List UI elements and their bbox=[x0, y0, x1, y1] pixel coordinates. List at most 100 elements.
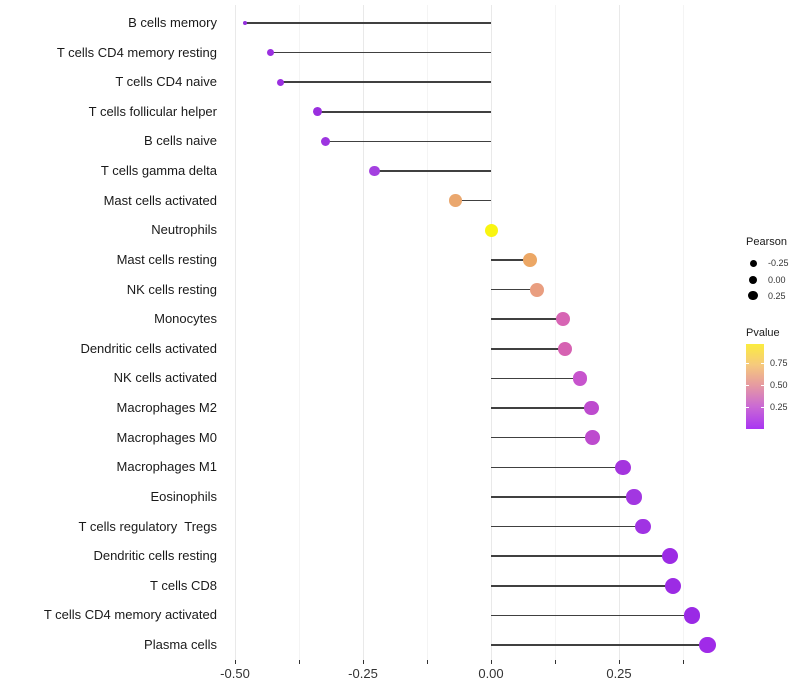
pearson-legend-dot bbox=[748, 290, 758, 301]
lollipop-stem bbox=[491, 288, 538, 291]
x-axis-tick bbox=[618, 660, 620, 664]
gridline-minor bbox=[298, 5, 300, 660]
pearson-legend-title: Pearson bbox=[746, 236, 787, 248]
lollipop-stem bbox=[491, 377, 581, 380]
lollipop-dot bbox=[522, 253, 537, 267]
x-axis-tick bbox=[554, 660, 556, 664]
category-label: T cells regulatory Tregs bbox=[78, 518, 217, 534]
lollipop-stem bbox=[491, 348, 566, 350]
gridline-minor bbox=[554, 5, 556, 660]
lollipop-dot bbox=[626, 489, 642, 505]
lollipop-dot bbox=[683, 607, 700, 624]
lollipop-stem bbox=[491, 407, 592, 409]
category-label: T cells gamma delta bbox=[100, 163, 217, 179]
category-label: NK cells activated bbox=[113, 370, 217, 386]
category-label: B cells memory bbox=[128, 15, 217, 30]
pvalue-legend-title: Pvalue bbox=[746, 327, 780, 339]
lollipop-stem bbox=[244, 22, 491, 24]
lollipop-dot bbox=[558, 341, 573, 356]
x-axis-tick bbox=[362, 660, 364, 664]
lollipop-stem bbox=[491, 525, 644, 528]
x-axis-tick-label: -0.25 bbox=[348, 666, 378, 681]
category-label: Monocytes bbox=[154, 311, 217, 327]
category-label: Neutrophils bbox=[151, 222, 217, 238]
pvalue-tick-label: 0.25 bbox=[770, 402, 788, 412]
x-axis-tick bbox=[490, 660, 492, 664]
lollipop-stem bbox=[491, 259, 530, 261]
category-label: T cells CD4 memory activated bbox=[43, 607, 217, 623]
category-label: Mast cells activated bbox=[103, 192, 217, 208]
category-label: Macrophages M0 bbox=[116, 429, 217, 445]
category-label: B cells naive bbox=[144, 133, 217, 149]
lollipop-stem bbox=[455, 199, 491, 202]
lollipop-dot bbox=[585, 430, 601, 446]
category-label: T cells CD4 memory resting bbox=[56, 44, 217, 60]
lollipop-dot bbox=[242, 21, 247, 25]
gridline-major bbox=[362, 5, 364, 660]
lollipop-dot bbox=[615, 459, 631, 475]
pearson-legend-label: 0.25 bbox=[768, 290, 786, 301]
category-label: Macrophages M1 bbox=[116, 459, 217, 475]
lollipop-dot bbox=[584, 400, 600, 416]
pvalue-colorbar-tick bbox=[746, 407, 749, 408]
lollipop-stem bbox=[317, 111, 491, 113]
lollipop-dot bbox=[320, 136, 330, 147]
x-axis-tick-label: 0.00 bbox=[478, 666, 504, 681]
pvalue-tick-label: 0.75 bbox=[770, 358, 788, 368]
category-label: Eosinophils bbox=[150, 488, 218, 504]
lollipop-stem bbox=[491, 436, 593, 439]
lollipop-dot bbox=[313, 107, 323, 117]
gridline-major bbox=[234, 5, 236, 660]
lollipop-stem bbox=[491, 496, 634, 498]
lollipop-stem bbox=[491, 644, 708, 646]
lollipop-dot bbox=[369, 165, 381, 177]
lollipop-dot bbox=[530, 282, 545, 297]
category-label: T cells follicular helper bbox=[88, 103, 217, 119]
x-axis-tick bbox=[234, 660, 236, 664]
lollipop-dot bbox=[556, 311, 571, 327]
lollipop-stem bbox=[491, 614, 692, 617]
lollipop-dot bbox=[699, 636, 716, 654]
lollipop-stem bbox=[491, 585, 674, 587]
category-label: T cells CD8 bbox=[150, 577, 217, 593]
pvalue-colorbar-tick bbox=[761, 363, 764, 364]
pvalue-colorbar-tick bbox=[761, 385, 764, 386]
lollipop-stem bbox=[270, 51, 491, 54]
lollipop-stem bbox=[491, 555, 671, 557]
pearson-legend-dot bbox=[749, 259, 757, 267]
gridline-minor bbox=[682, 5, 684, 660]
lollipop-stem bbox=[280, 81, 491, 83]
lollipop-dot bbox=[484, 223, 499, 237]
category-label: Mast cells resting bbox=[116, 251, 217, 267]
pvalue-colorbar-tick bbox=[761, 407, 764, 408]
x-axis-tick-label: -0.50 bbox=[220, 666, 250, 681]
lollipop-dot bbox=[267, 49, 275, 57]
pearson-legend-dot bbox=[749, 275, 757, 284]
lollipop-stem bbox=[491, 466, 624, 469]
lollipop-dot bbox=[635, 518, 651, 535]
pvalue-colorbar-tick bbox=[746, 385, 749, 386]
pvalue-colorbar bbox=[746, 344, 764, 429]
category-label: Plasma cells bbox=[144, 636, 217, 652]
lollipop-dot bbox=[572, 371, 588, 386]
lollipop-dot bbox=[449, 194, 462, 207]
pearson-legend-label: 0.00 bbox=[768, 274, 786, 285]
lollipop-dot bbox=[662, 548, 679, 565]
lollipop-dot bbox=[665, 577, 682, 594]
pearson-legend-label: -0.25 bbox=[768, 258, 789, 268]
lollipop-stem bbox=[491, 318, 564, 320]
x-axis-tick bbox=[682, 660, 684, 664]
category-label: Macrophages M2 bbox=[116, 400, 217, 416]
gridline-minor bbox=[426, 5, 428, 660]
gridline-major bbox=[618, 5, 620, 660]
category-label: T cells CD4 naive bbox=[115, 74, 217, 90]
x-axis-tick-label: 0.25 bbox=[606, 666, 632, 681]
pvalue-colorbar-tick bbox=[746, 363, 749, 364]
category-label: Dendritic cells resting bbox=[93, 548, 217, 564]
lollipop-stem bbox=[374, 170, 491, 172]
x-axis-tick bbox=[298, 660, 300, 664]
gridline-major bbox=[490, 5, 492, 660]
pvalue-tick-label: 0.50 bbox=[770, 380, 788, 390]
